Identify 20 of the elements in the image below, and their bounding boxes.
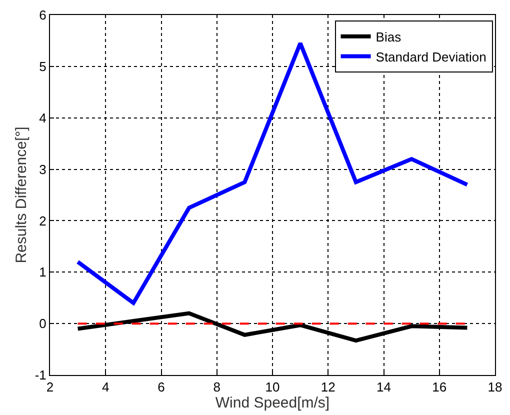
- x-tick-label: 4: [102, 380, 110, 395]
- legend-label: Standard Deviation: [376, 49, 486, 64]
- y-tick-label: 3: [39, 162, 46, 177]
- y-tick-label: -1: [34, 368, 46, 383]
- y-tick-label: 6: [39, 8, 46, 23]
- legend-label: Bias: [376, 29, 402, 44]
- x-tick-label: 6: [158, 380, 165, 395]
- y-tick-label: 0: [39, 316, 46, 332]
- x-tick-label: 10: [265, 380, 280, 395]
- x-tick-label: 18: [488, 380, 502, 395]
- y-axis-title: Results Difference[°]: [13, 126, 30, 264]
- x-axis-title: Wind Speed[m/s]: [215, 394, 330, 412]
- y-tick-label: 4: [39, 110, 46, 126]
- y-tick-label: 5: [39, 58, 46, 74]
- y-tick-label: 2: [39, 213, 46, 228]
- x-tick-label: 8: [213, 380, 220, 395]
- x-tick-label: 16: [432, 380, 447, 395]
- x-tick-label: 14: [376, 380, 391, 395]
- x-tick-label: 12: [320, 380, 336, 395]
- y-tick-label: 1: [39, 264, 46, 280]
